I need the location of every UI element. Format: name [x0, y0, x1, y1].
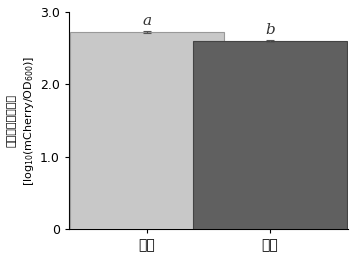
- Text: b: b: [265, 23, 275, 37]
- Bar: [70, 32, 224, 229]
- Text: a: a: [143, 14, 152, 28]
- Bar: [193, 41, 347, 229]
- Y-axis label: 青枯菌相对生长量
[log$_{10}$(mCherry/OD$_{600}$)]: 青枯菌相对生长量 [log$_{10}$(mCherry/OD$_{600}$)…: [7, 55, 36, 186]
